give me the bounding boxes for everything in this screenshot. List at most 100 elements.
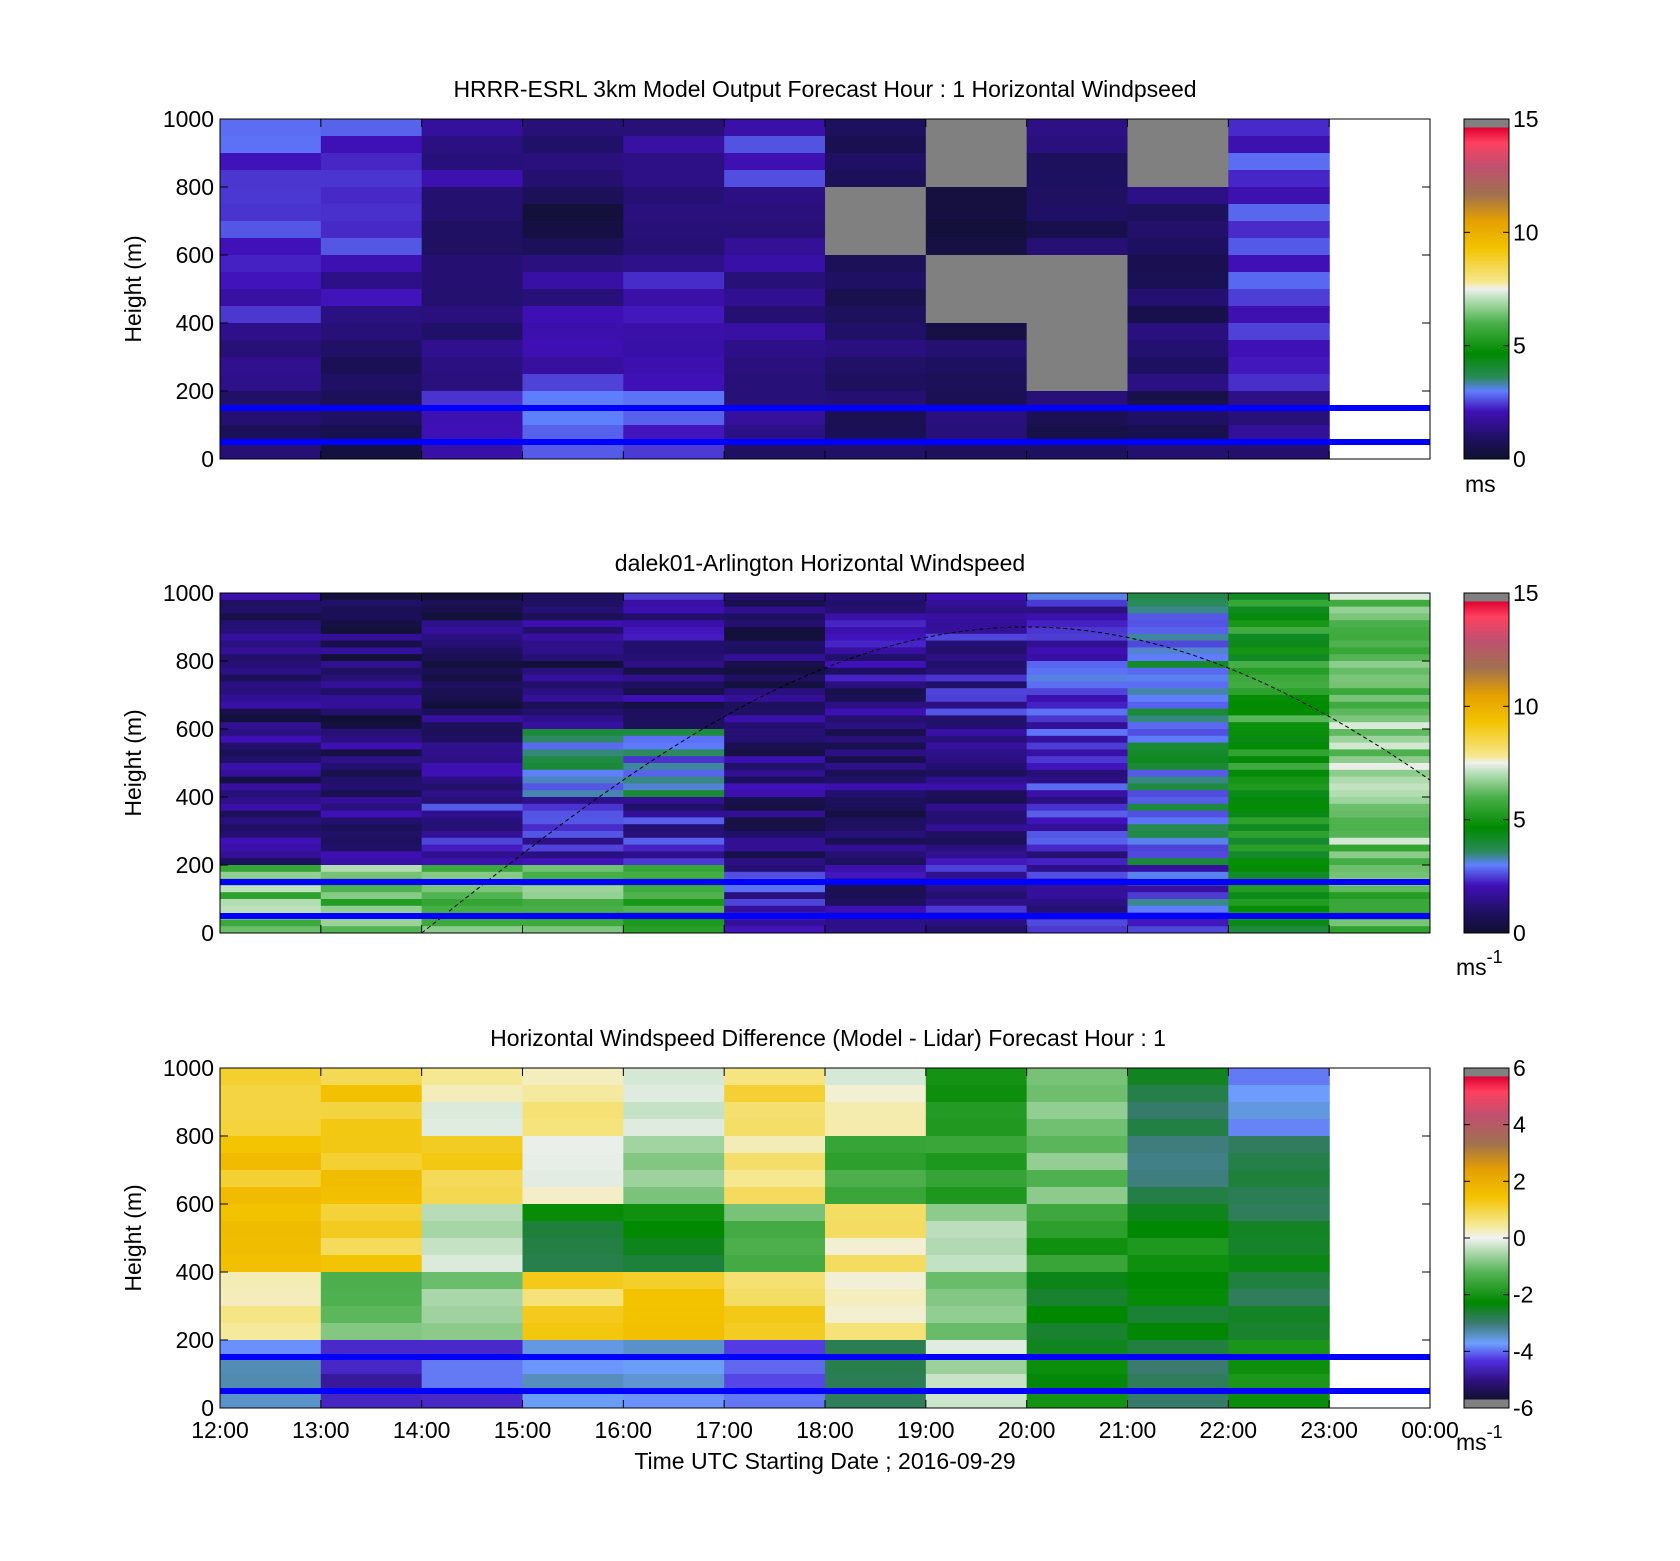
- heatmap-cell: [623, 776, 725, 784]
- heatmap-cell: [825, 837, 927, 846]
- heatmap-cell: [1228, 204, 1330, 222]
- heatmap-cell: [421, 797, 524, 805]
- colorbar-tick-label: 0: [1513, 1225, 1526, 1251]
- heatmap-cell: [1026, 627, 1129, 635]
- heatmap-cell: [1228, 170, 1330, 188]
- heatmap-cell: [1026, 742, 1129, 750]
- heatmap-cell: [320, 238, 423, 256]
- heatmap-cell: [1127, 729, 1229, 737]
- heatmap-cell: [220, 255, 322, 273]
- heatmap-cell: [421, 357, 524, 375]
- heatmap-cell: [825, 1340, 927, 1358]
- heatmap-cell: [1127, 776, 1229, 784]
- heatmap-cell: [724, 1204, 826, 1222]
- heatmap-cell: [320, 272, 423, 290]
- heatmap-cell: [925, 688, 1028, 696]
- heatmap-cell: [1127, 851, 1229, 859]
- heatmap-cell: [724, 654, 826, 662]
- heatmap-cell: [925, 892, 1028, 900]
- heatmap-cell: [522, 1153, 624, 1171]
- heatmap-cell: [1026, 783, 1129, 791]
- heatmap-cell: [825, 797, 927, 805]
- heatmap-cell: [1228, 797, 1330, 805]
- heatmap-cell: [522, 701, 624, 710]
- heatmap-cell: [421, 1153, 524, 1171]
- heatmap-cell: [925, 1136, 1028, 1154]
- heatmap-cell: [421, 1119, 524, 1137]
- heatmap-cell: [220, 374, 322, 392]
- heatmap-cell: [1228, 858, 1330, 866]
- heatmap-cell: [623, 1153, 725, 1171]
- heatmap-cell: [724, 221, 826, 239]
- heatmap-cell: [421, 1391, 524, 1408]
- heatmap-cell: [320, 1391, 423, 1408]
- heatmap-cell: [1127, 790, 1229, 798]
- y-tick-label: 400: [176, 784, 214, 810]
- heatmap-cell: [421, 722, 524, 730]
- heatmap-cell: [1127, 1357, 1229, 1375]
- heatmap-cell: [1228, 1204, 1330, 1222]
- heatmap-cell: [522, 1374, 624, 1392]
- heatmap-cell: [421, 620, 524, 628]
- heatmap-cell: [724, 899, 826, 907]
- heatmap-cell: [522, 1068, 624, 1086]
- heatmap-cell: [1127, 871, 1229, 880]
- heatmap-cell: [724, 851, 826, 859]
- heatmap-cell: [623, 1306, 725, 1324]
- heatmap-cell: [220, 1255, 322, 1273]
- heatmap-cell: [421, 735, 524, 744]
- heatmap-cell: [825, 255, 927, 273]
- heatmap-cell: [220, 1306, 322, 1324]
- heatmap-cell: [320, 899, 423, 907]
- panel-difference-colorbar-bar: [1463, 1067, 1510, 1409]
- heatmap-cell: [320, 357, 423, 375]
- heatmap-cell: [925, 627, 1028, 635]
- heatmap-cell: [320, 722, 423, 730]
- colorbar-tick-label: -4: [1513, 1338, 1534, 1364]
- panel-difference-reference-lines: [220, 1354, 1430, 1394]
- heatmap-cell: [1228, 1153, 1330, 1171]
- heatmap-cell: [724, 858, 826, 866]
- heatmap-cell: [925, 674, 1028, 682]
- heatmap-cell: [522, 408, 624, 426]
- heatmap-cell: [421, 627, 524, 635]
- heatmap-cell: [1026, 674, 1129, 682]
- heatmap-cell: [522, 306, 624, 324]
- heatmap-cell: [220, 858, 322, 866]
- heatmap-cell: [421, 695, 524, 703]
- heatmap-cell: [724, 289, 826, 307]
- x-tick-label: 21:00: [1099, 1417, 1157, 1443]
- heatmap-cell: [522, 255, 624, 273]
- heatmap-cell: [320, 1153, 423, 1171]
- heatmap-cell: [1329, 593, 1430, 601]
- heatmap-cell: [925, 831, 1028, 839]
- heatmap-cell: [320, 803, 423, 812]
- heatmap-cell: [1127, 408, 1229, 426]
- heatmap-cell: [1127, 817, 1229, 825]
- heatmap-cell: [623, 865, 725, 873]
- heatmap-cell: [220, 763, 322, 771]
- heatmap-cell: [825, 688, 927, 696]
- heatmap-cell: [825, 810, 927, 818]
- x-tick-label: 16:00: [595, 1417, 653, 1443]
- heatmap-cell: [1228, 769, 1330, 778]
- heatmap-cell: [1329, 729, 1430, 737]
- heatmap-cell: [220, 803, 322, 812]
- heatmap-cell: [724, 892, 826, 900]
- heatmap-cell: [925, 119, 1028, 137]
- heatmap-cell: [623, 735, 725, 744]
- heatmap-cell: [421, 674, 524, 682]
- heatmap-cell: [724, 1340, 826, 1358]
- heatmap-cell: [623, 153, 725, 171]
- heatmap-cell: [623, 613, 725, 621]
- heatmap-cell: [1329, 620, 1430, 628]
- heatmap-cell: [220, 119, 322, 137]
- heatmap-cell: [623, 606, 725, 614]
- heatmap-cell: [1329, 722, 1430, 730]
- heatmap-cell: [320, 1306, 423, 1324]
- heatmap-cell: [220, 272, 322, 290]
- heatmap-cell: [1026, 272, 1129, 290]
- heatmap-cell: [320, 640, 423, 648]
- heatmap-cell: [1329, 701, 1430, 710]
- heatmap-cell: [522, 613, 624, 621]
